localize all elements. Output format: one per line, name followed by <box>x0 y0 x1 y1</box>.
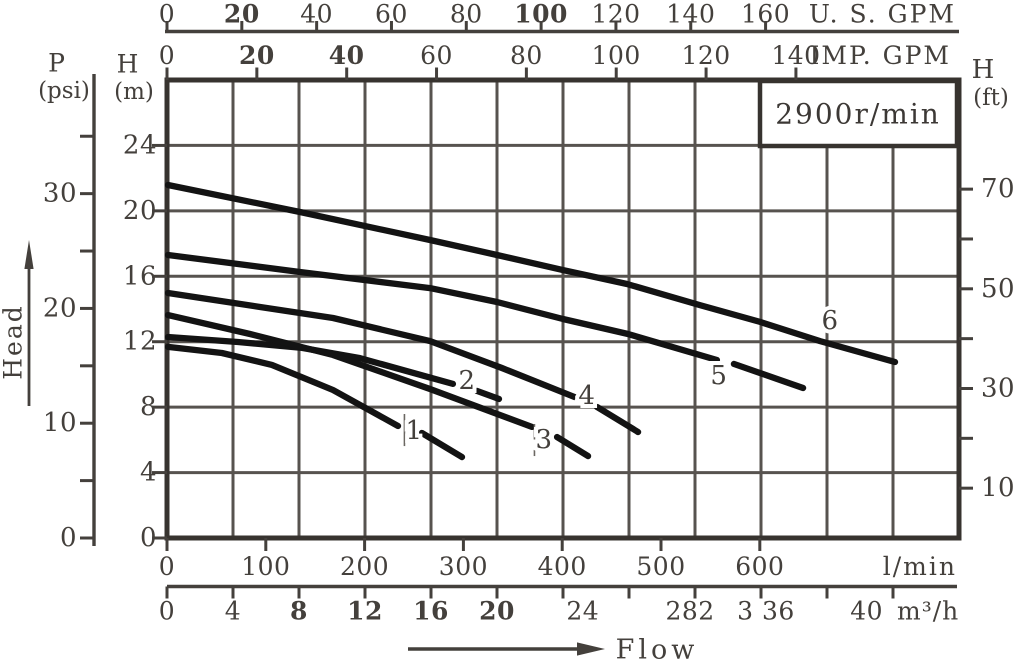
pump-curve-end-dash-3 <box>553 433 592 460</box>
us-gpm-tick-label: 80 <box>450 0 483 29</box>
m3-h-tick-label: 0 <box>159 597 175 626</box>
pump-curve-end-dash-4 <box>593 403 642 436</box>
imp-gpm-tick-label: 80 <box>510 41 543 70</box>
imp-gpm-unit-label: IMP. GPM <box>809 41 951 70</box>
m3-h-tick-label: 40 <box>850 597 883 626</box>
flow-arrow-tip <box>577 642 605 656</box>
head-ft-tick-label: 50 <box>981 274 1015 304</box>
head-m-tick-label: 24 <box>123 130 157 160</box>
imp-gpm-tick-label: 40 <box>329 41 365 70</box>
us-gpm-tick-label: 120 <box>591 0 640 29</box>
speed-label: 2900r/min <box>775 97 941 131</box>
imp-gpm-tick-label: 20 <box>239 41 275 70</box>
speed-box-layer <box>757 78 960 149</box>
pump-curve-6 <box>164 181 899 366</box>
head-m-axis: 0 4 8 12 16 20 24 <box>123 130 167 553</box>
head-m-tick-label: 20 <box>123 196 157 226</box>
head-axis-arrow <box>24 240 34 406</box>
pump-curve-4 <box>164 289 581 402</box>
m3-h-tick-label: 16 <box>413 597 449 626</box>
head-arrow-tip <box>24 240 34 269</box>
head-m-tick-label: 4 <box>140 458 157 488</box>
us-gpm-tick-label: 140 <box>666 0 715 29</box>
head-m-tick-label: 16 <box>123 261 157 291</box>
m3-h-tick-label: 20 <box>479 597 515 626</box>
head-m-tick-label: 12 <box>123 327 157 357</box>
head-axis-label: Head <box>0 304 28 380</box>
imp-gpm-tick-label: 100 <box>592 41 641 70</box>
head-ft-tick-label: 70 <box>981 174 1015 204</box>
pressure-psi-axis: 0 10 20 30 <box>43 74 96 553</box>
head-m-tick-label: 8 <box>140 392 157 422</box>
head-m-axis-symbol: H <box>116 49 140 79</box>
us-gpm-unit-label: U. S. GPM <box>809 0 956 29</box>
us-gpm-tick-label: 160 <box>741 0 790 29</box>
l-min-tick-label: 400 <box>538 552 587 581</box>
imp-gpm-tick-label: 120 <box>681 41 730 70</box>
pressure-psi-tick-label: 0 <box>60 523 77 553</box>
imp-gpm-tick-label: 140 <box>771 41 820 70</box>
pressure-axis-symbol: P <box>48 48 66 78</box>
pump-curve-1 <box>164 343 402 430</box>
head-ft-axis-unit: (ft) <box>973 85 1009 111</box>
curves-layer: 1 2 34 5 6 <box>164 181 899 461</box>
pump-curve-end-dash-5 <box>730 360 807 392</box>
pump-curve-end-dash-1 <box>418 429 466 461</box>
m3-h-axis: 0 4 8 12 16 20 24 282 3 36 40 m³/h <box>159 584 959 626</box>
m3-h-tick-label: 282 <box>665 597 714 626</box>
m3-h-tick-label: 24 <box>566 597 599 626</box>
pressure-psi-tick-label: 20 <box>43 293 77 323</box>
l-min-axis: 0 100 200 300 400 500 600 l/min <box>159 538 957 581</box>
pressure-axis-unit: (psi) <box>38 78 90 104</box>
pump-curve-label-6: 6 <box>821 306 838 336</box>
l-min-tick-label: 100 <box>241 552 290 581</box>
us-gpm-tick-label: 100 <box>514 0 568 29</box>
head-ft-tick-label: 10 <box>981 473 1015 503</box>
pump-curve-2 <box>164 333 457 388</box>
l-min-tick-label: 0 <box>159 552 175 581</box>
flow-axis-arrow <box>408 642 605 656</box>
pump-curve-label-1: 1 <box>405 416 422 446</box>
l-min-tick-label: 300 <box>439 552 488 581</box>
l-min-tick-label: 500 <box>636 552 685 581</box>
us-gpm-axis: 0 20 40 60 80 100 120 140 160 U. S. GPM <box>159 0 959 34</box>
pressure-psi-tick-label: 10 <box>43 408 77 438</box>
head-m-tick-label: 0 <box>140 523 157 553</box>
pump-curve-label-2: 2 <box>458 366 475 396</box>
m3-h-unit-label: m³/h <box>897 597 959 626</box>
us-gpm-tick-label: 60 <box>375 0 408 29</box>
us-gpm-tick-label: 20 <box>224 0 260 29</box>
pump-curve-3 <box>164 311 536 431</box>
imp-gpm-tick-label: 0 <box>159 41 175 70</box>
head-m-axis-unit: (m) <box>114 79 154 105</box>
pump-curve-label-4: 4 <box>578 381 595 411</box>
pressure-psi-tick-label: 30 <box>43 179 77 209</box>
m3-h-tick-label: 8 <box>290 597 308 626</box>
speed-box <box>757 78 960 149</box>
head-ft-tick-label: 30 <box>981 373 1015 403</box>
imp-gpm-tick-label: 60 <box>420 41 453 70</box>
head-ft-axis-symbol: H <box>971 55 995 85</box>
m3-h-tick-label: 3 36 <box>737 597 795 626</box>
m3-h-tick-label: 12 <box>347 597 383 626</box>
pump-curve-label-3: 3 <box>536 425 553 455</box>
us-gpm-tick-label: 0 <box>159 0 175 29</box>
l-min-tick-label: 600 <box>735 552 784 581</box>
m3-h-tick-label: 4 <box>225 597 241 626</box>
pump-curve-end-dash-2 <box>473 387 503 403</box>
pump-curve-5 <box>164 251 721 364</box>
l-min-unit-label: l/min <box>883 552 957 581</box>
pump-curve-label-5: 5 <box>710 361 727 391</box>
flow-axis-label: Flow <box>615 634 699 666</box>
us-gpm-tick-label: 40 <box>300 0 333 29</box>
l-min-tick-label: 200 <box>340 552 389 581</box>
head-ft-axis: 10 30 50 70 <box>959 174 1015 503</box>
